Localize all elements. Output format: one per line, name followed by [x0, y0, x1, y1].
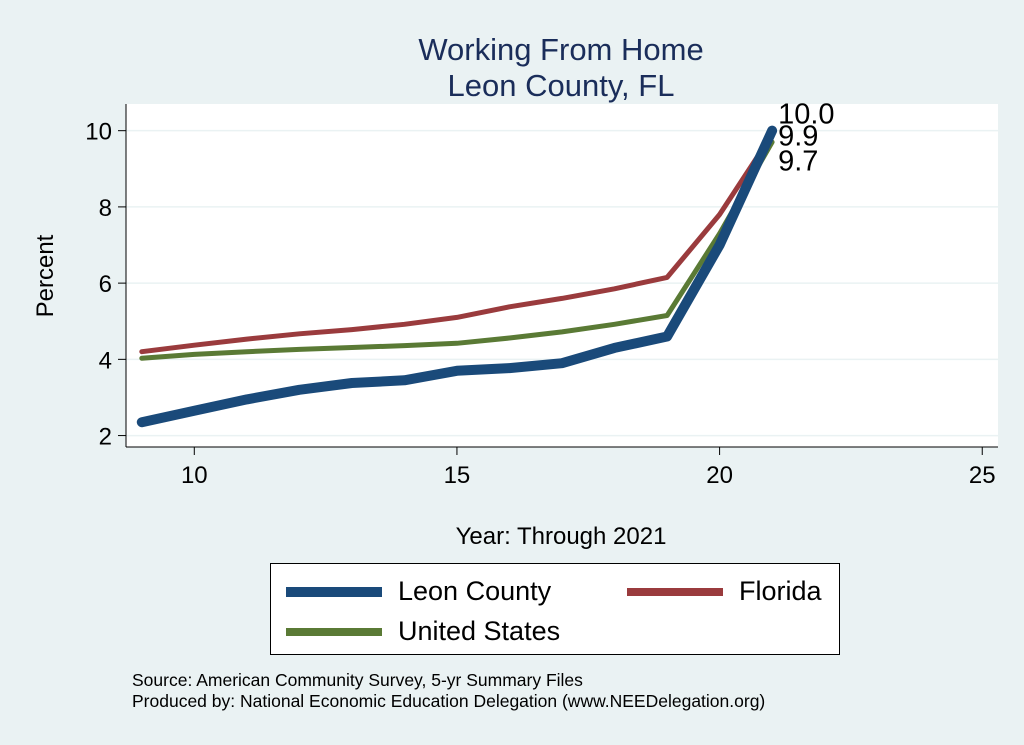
produced-by-note: Produced by: National Economic Education… — [132, 691, 766, 711]
y-tick-label-8: 8 — [99, 195, 112, 222]
x-tick-label-25: 25 — [969, 462, 996, 489]
y-tick-label-10: 10 — [85, 119, 112, 146]
chart-title: Working From Home Leon County, FL — [418, 32, 703, 103]
y-tick-label-2: 2 — [99, 424, 112, 451]
legend-swatch-leon-county — [286, 586, 382, 597]
x-tick-label-10: 10 — [181, 462, 208, 489]
legend-swatch-florida — [627, 587, 723, 596]
legend-label-united-states: United States — [398, 616, 561, 646]
gridlines — [126, 129, 998, 437]
y-tick-label-6: 6 — [99, 271, 112, 298]
legend-item-florida: Florida — [627, 576, 822, 607]
x-tick-label-20: 20 — [706, 462, 733, 489]
series-line-florida — [139, 132, 775, 355]
end-labels: 10.09.99.7 — [778, 99, 834, 178]
x-axis-label: Year: Through 2021 — [456, 523, 667, 550]
legend-label-florida: Florida — [739, 576, 822, 606]
x-tick-label-15: 15 — [444, 462, 471, 489]
chart-title-line-2: Leon County, FL — [448, 68, 675, 103]
legend-item-united-states: United States — [286, 616, 560, 647]
legend-label-leon-county: Leon County — [398, 576, 552, 606]
legend-swatch-united-states — [286, 627, 382, 636]
axes: 2 4 6 8 10 10 15 20 25 — [85, 104, 998, 489]
y-axis-label: Percent — [32, 234, 59, 317]
legend-item-leon-county: Leon County — [286, 576, 551, 607]
footer-notes: Source: American Community Survey, 5-yr … — [132, 670, 765, 712]
series-lines — [136, 125, 778, 428]
end-label-florida: 9.9 — [778, 121, 818, 153]
end-label-united-states: 9.7 — [778, 146, 818, 178]
y-tick-label-4: 4 — [99, 347, 112, 374]
source-note: Source: American Community Survey, 5-yr … — [132, 670, 583, 690]
chart-title-line-1: Working From Home — [418, 32, 703, 67]
legend: Leon County Florida United States — [270, 563, 840, 655]
series-line-united-states — [139, 139, 775, 361]
end-label-leon-county: 10.0 — [778, 99, 834, 131]
series-line-leon-county — [136, 125, 778, 428]
